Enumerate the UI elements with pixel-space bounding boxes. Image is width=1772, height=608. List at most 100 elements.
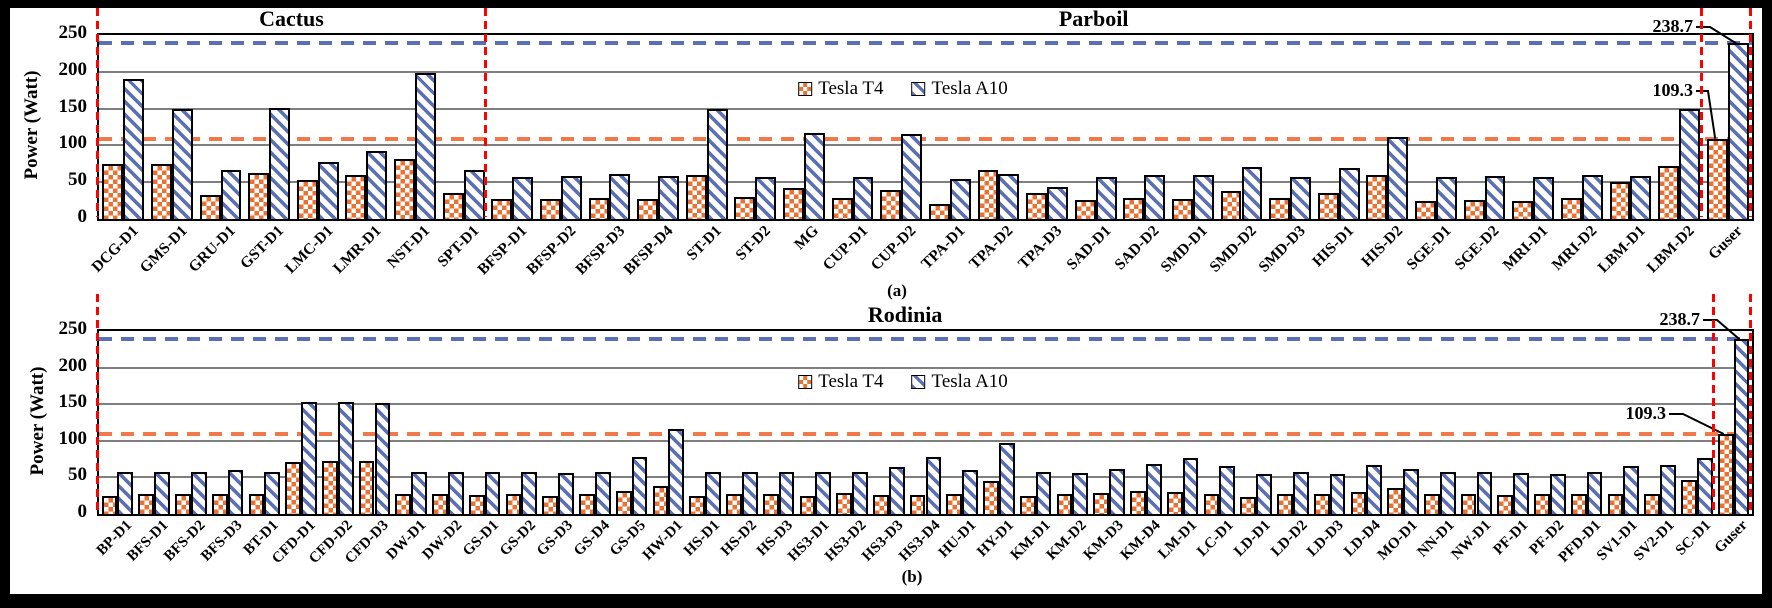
bar-a10-SMD-D1: [1192, 174, 1214, 219]
x-tick-label-GRU-D1: GRU-D1: [185, 222, 239, 276]
x-tick-label-DW-D2: DW-D2: [419, 517, 466, 563]
bar-a10-LD-D2: [1292, 472, 1309, 514]
bar-t4-SGE-D1: [1415, 201, 1436, 219]
y-tick-label-200: 200: [58, 58, 88, 80]
bar-t4-ST-D2: [734, 196, 756, 219]
y-tick-label-250: 250: [58, 22, 88, 43]
x-tick-label-SGE-D2: SGE-D2: [1451, 222, 1503, 274]
bar-t4-LBM-D1: [1609, 182, 1631, 219]
bar-t4-TPA-D1: [928, 203, 950, 219]
bar-t4-BFSP-D1: [491, 199, 513, 219]
x-tick-label-HW-D1: HW-D1: [639, 517, 686, 564]
bar-t4-PF-D1: [1497, 494, 1514, 514]
bar-a10-LBM-D2: [1679, 109, 1700, 219]
gridline-100: [99, 439, 1752, 442]
x-tick-label-BFS-D2: BFS-D2: [161, 517, 209, 565]
x-tick-label-LBM-D1: LBM-D1: [1594, 222, 1649, 277]
legend-item-a10: Tesla A10: [911, 371, 1008, 393]
x-tick-label-TPA-D2: TPA-D2: [966, 222, 1017, 273]
bar-t4-DCG-D1: [102, 163, 124, 219]
x-tick-label-TPA-D1: TPA-D1: [917, 222, 969, 273]
bar-t4-HS3-D4: [909, 494, 926, 514]
bar-t4-DW-D2: [432, 494, 448, 514]
bar-t4-LD-D3: [1313, 494, 1330, 514]
bar-t4-CUP-D2: [880, 190, 902, 219]
legend-item-t4: Tesla T4: [798, 371, 884, 393]
chart-b: 0 50 100 150 200 250 Power (Watt) Rodinia BP-D1 B…: [0, 294, 1772, 608]
y-tick-label-100: 100: [58, 132, 88, 154]
x-tick-label-MG: MG: [791, 222, 823, 254]
bar-a10-GMS-D1: [171, 109, 193, 219]
bar-a10-KM-D1: [1035, 472, 1052, 514]
y-axis-title: Power (Watt): [21, 70, 42, 180]
bar-a10-SGE-D2: [1484, 176, 1506, 219]
bar-t4-HIS-D2: [1366, 174, 1388, 219]
x-tick-label-NW-D1: NW-D1: [1448, 517, 1495, 563]
bar-t4-HS3-D2: [836, 492, 853, 514]
bar-t4-BFS-D3: [211, 494, 228, 514]
x-tick-label-LMC-D1: LMC-D1: [281, 222, 337, 277]
x-tick-label-NST-D1: NST-D1: [383, 222, 434, 272]
annotation-238.7: 238.7: [1659, 309, 1701, 329]
legend-label-a10: Tesla A10: [931, 78, 1008, 99]
bar-a10-LBM-D1: [1630, 176, 1652, 219]
bar-a10-MRI-D2: [1581, 174, 1603, 219]
bar-a10-MRI-D1: [1533, 177, 1555, 219]
x-tick-label-KM-D3: KM-D3: [1080, 517, 1127, 564]
bar-a10-HS-D2: [741, 472, 758, 514]
bar-a10-LC-D1: [1219, 466, 1236, 514]
bar-a10-LD-D1: [1256, 473, 1272, 514]
x-tick-label-Guser: Guser: [1712, 517, 1752, 557]
bar-a10-HS3-D2: [852, 471, 868, 514]
legend: Tesla T4 Tesla A10: [798, 371, 1008, 393]
bar-a10-HW-D1: [668, 429, 685, 514]
bar-t4-BFSP-D4: [637, 199, 659, 219]
x-tick-label-GS-D3: GS-D3: [533, 517, 576, 560]
annotation-238.7: 238.7: [1652, 16, 1694, 36]
x-tick-label-HIS-D1: HIS-D1: [1309, 222, 1358, 271]
x-tick-label-ST-D1: ST-D1: [683, 222, 726, 264]
bar-a10-HU-D1: [962, 470, 978, 514]
bar-a10-BFSP-D3: [609, 174, 631, 219]
divider-line-34: [1748, 8, 1752, 217]
bar-a10-TPA-D1: [949, 178, 971, 219]
x-tick-label-SMD-D1: SMD-D1: [1157, 222, 1212, 276]
bar-t4-Guser: [1717, 434, 1734, 514]
x-tick-label-BFSP-D1: BFSP-D1: [474, 222, 531, 279]
bar-t4-GS-D1: [468, 494, 485, 514]
y-axis-title: Power (Watt): [27, 366, 48, 475]
bar-t4-LMR-D1: [345, 174, 367, 219]
section-title-cactus: Cactus: [259, 6, 324, 31]
bar-t4-TPA-D3: [1026, 193, 1048, 219]
x-tick-label-LD-D2: LD-D2: [1267, 517, 1311, 560]
bar-t4-HS3-D1: [799, 495, 816, 514]
bar-a10-ST-D2: [755, 177, 777, 219]
bar-t4-LMC-D1: [296, 180, 318, 219]
t4-legend-marker-icon: [798, 375, 813, 389]
x-tick-label-HIS-D2: HIS-D2: [1357, 222, 1406, 271]
bar-a10-Guser: [1733, 339, 1750, 514]
x-tick-label-HU-D1: HU-D1: [936, 517, 980, 562]
bar-a10-HY-D1: [998, 443, 1015, 514]
bar-a10-SAD-D1: [1095, 177, 1117, 219]
bar-a10-MO-D1: [1403, 468, 1419, 514]
bar-t4-SMD-D1: [1171, 199, 1193, 219]
bar-t4-SAD-D1: [1074, 199, 1096, 219]
bar-a10-BFSP-D4: [658, 176, 679, 219]
bar-a10-GS-D1: [484, 472, 501, 514]
bar-a10-NN-D1: [1439, 471, 1456, 514]
x-tick-label-TPA-D3: TPA-D3: [1015, 222, 1066, 273]
bar-a10-GS-D2: [521, 472, 538, 514]
bar-a10-KM-D3: [1109, 468, 1125, 514]
bar-a10-HS3-D3: [888, 467, 905, 514]
divider-line-8: [484, 8, 488, 217]
bar-t4-SMD-D3: [1269, 198, 1291, 219]
bar-t4-HS-D2: [726, 493, 742, 514]
bar-t4-GST-D1: [248, 172, 270, 219]
x-tick-label-SV2-D1: SV2-D1: [1631, 517, 1678, 564]
bar-a10-BT-D1: [264, 471, 281, 514]
y-tick-label-150: 150: [58, 95, 88, 117]
bar-a10-Guser: [1727, 43, 1749, 219]
x-tick-label-MO-D1: MO-D1: [1374, 517, 1421, 564]
bar-a10-SAD-D2: [1144, 174, 1166, 219]
